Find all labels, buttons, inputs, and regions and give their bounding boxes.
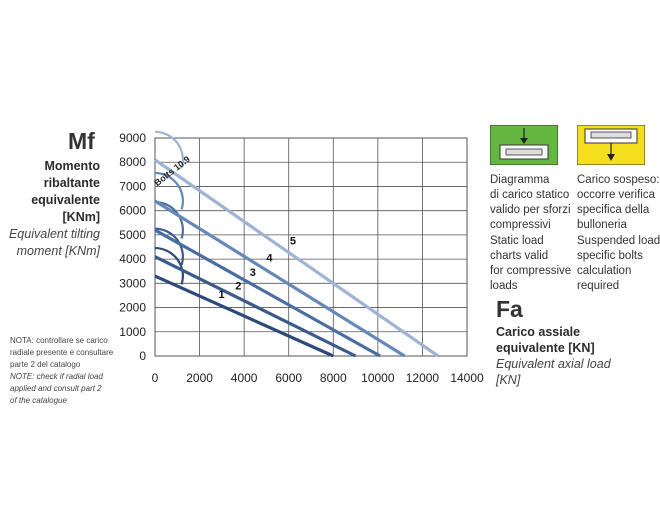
y-tick-label: 9000	[119, 131, 146, 145]
compressive-load-icon	[490, 125, 558, 165]
note-it-3: parte 2 del catalogo	[10, 360, 81, 369]
bolt-arc	[154, 227, 184, 266]
series-line-5	[154, 158, 439, 358]
compressive-legend-it: Diagramma di carico statico valido per s…	[490, 173, 578, 233]
series-line-3	[154, 228, 381, 358]
x-label-line-1: Carico assiale	[496, 325, 581, 339]
compressive-it-4: compressivi	[490, 219, 551, 231]
y-tick-label: 5000	[119, 228, 146, 242]
y-label-line-4: [KNm]	[62, 210, 101, 224]
x-tick-label: 4000	[231, 371, 258, 385]
y-axis-symbol: Mf	[68, 128, 95, 154]
x-tick-label: 14000	[450, 371, 484, 385]
x-tick-label: 0	[152, 371, 159, 385]
suspended-load-icon	[577, 125, 645, 165]
series-label-3: 3	[250, 267, 256, 279]
suspended-en-2: specific bolts	[577, 250, 643, 262]
series-line-1	[154, 274, 334, 358]
suspended-it-3: specifica della	[577, 204, 650, 216]
radial-load-note: NOTA: controllare se carico radiale pres…	[10, 335, 130, 407]
suspended-legend-en: Suspended load: specific bolts calculati…	[577, 234, 660, 294]
note-en-3: of the catalogue	[10, 396, 67, 405]
note-it-1: NOTA: controllare se carico	[10, 336, 108, 345]
y-tick-label: 8000	[119, 155, 146, 169]
x-tick-label: 2000	[186, 371, 213, 385]
series-line-2	[154, 255, 357, 358]
compressive-legend-en: Static load charts valid for compressive…	[490, 234, 578, 294]
suspended-it-4: bulloneria	[577, 219, 627, 231]
series-label-1: 1	[219, 289, 225, 301]
x-tick-label: 12000	[406, 371, 440, 385]
compressive-it-1: Diagramma	[490, 174, 550, 186]
note-en-1: NOTE: check if radial load	[10, 372, 103, 381]
suspended-legend-it: Carico sospeso: occorre verifica specifi…	[577, 173, 660, 233]
note-it-2: radiale presente e consultare	[10, 348, 114, 357]
series-label-4: 4	[266, 253, 273, 265]
compressive-en-2: charts valid	[490, 250, 549, 262]
series-line-4	[154, 199, 406, 358]
compressive-en-4: loads	[490, 280, 518, 292]
x-label-en-line-2: [KN]	[496, 373, 521, 387]
compressive-en-1: Static load	[490, 235, 544, 247]
suspended-en-1: Suspended load:	[577, 235, 660, 247]
suspended-it-1: Carico sospeso:	[577, 174, 660, 186]
series-label-2: 2	[235, 280, 241, 292]
y-label-line-2: ribaltante	[43, 176, 100, 190]
note-en-2: applied and consult part 2	[10, 384, 102, 393]
y-label-en-line-2: moment [KNm]	[16, 244, 100, 258]
y-label-en-line-1: Equivalent tilting	[8, 227, 100, 241]
x-axis-label: Carico assiale equivalente [KN] Equivale…	[496, 324, 626, 388]
y-tick-label: 7000	[119, 179, 146, 193]
bolt-arc	[154, 130, 184, 169]
compressive-it-2: di carico statico	[490, 189, 570, 201]
x-tick-label: 10000	[361, 371, 395, 385]
y-label-line-1: Momento	[44, 159, 100, 173]
y-tick-label: 1000	[119, 325, 146, 339]
x-axis-symbol: Fa	[496, 296, 523, 322]
grid	[154, 137, 468, 357]
y-tick-label: 6000	[119, 204, 146, 218]
x-label-en-line-1: Equivalent axial load	[496, 357, 611, 371]
y-tick-label: 4000	[119, 252, 146, 266]
x-label-line-2: equivalente [KN]	[496, 341, 595, 355]
suspended-it-2: occorre verifica	[577, 189, 655, 201]
x-tick-label: 6000	[275, 371, 302, 385]
y-tick-label: 2000	[119, 301, 146, 315]
y-axis-label: Momento ribaltante equivalente [KNm] Equ…	[0, 158, 100, 260]
bolt-arc	[154, 246, 184, 285]
series-label-5: 5	[290, 236, 296, 248]
y-tick-label: 0	[139, 349, 146, 363]
plot-frame	[154, 137, 468, 357]
compressive-it-3: valido per sforzi	[490, 204, 571, 216]
suspended-en-4: required	[577, 280, 620, 292]
suspended-en-3: calculation	[577, 265, 632, 277]
compressive-en-3: for compressive	[490, 265, 572, 277]
series-lines	[154, 158, 439, 358]
tick-labels: 0 1000 2000 3000 4000 5000 6000 7000 8000 9000 0 20…	[119, 131, 484, 385]
y-tick-label: 3000	[119, 276, 146, 290]
bolt-arc	[154, 171, 184, 210]
y-label-line-3: equivalente	[31, 193, 100, 207]
x-tick-label: 8000	[320, 371, 347, 385]
